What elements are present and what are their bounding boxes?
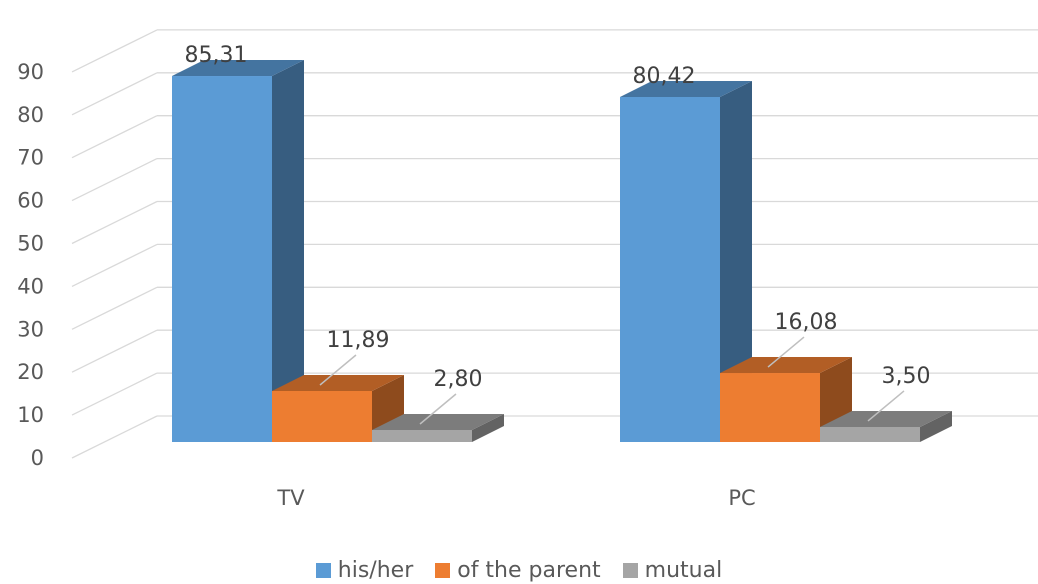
bar-pc-his-her xyxy=(620,80,752,442)
bar-tv-mutual-side xyxy=(472,413,504,442)
bar-pc-of-the-parent-top xyxy=(720,357,852,374)
gridline-depth-50 xyxy=(71,200,158,245)
bar-tv-his-her-side xyxy=(272,60,304,442)
gridline-depth-70 xyxy=(71,115,158,159)
bar-pc-his-her-top xyxy=(620,80,752,97)
bar-pc-his-her-side xyxy=(720,80,752,442)
bar-pc-of-the-parent-front xyxy=(720,373,820,442)
gridline-depth-10 xyxy=(71,372,158,416)
bar-tv-his-her-front xyxy=(172,76,272,442)
bar-tv-of-the-parent-front xyxy=(272,390,372,442)
legend-swatch-mutual xyxy=(622,562,638,578)
legend-item-of-the-parent: of the parent xyxy=(435,557,601,583)
gridline-depth-20 xyxy=(71,329,158,373)
gridline-depth-40 xyxy=(71,243,158,287)
x-category-label-pc: PC xyxy=(728,486,755,510)
bars xyxy=(172,60,952,442)
leader-line-pc-of-the-parent xyxy=(767,336,805,368)
bar-tv-his-her xyxy=(172,60,304,442)
bar-tv-mutual xyxy=(372,413,504,442)
bar-pc-his-her-front xyxy=(620,96,720,442)
gridline-depth-60 xyxy=(71,158,158,202)
data-labels: 85,31 11,89 2,80 80,42 16,08 3,50 xyxy=(185,43,931,425)
legend-item-mutual: mutual xyxy=(622,557,723,583)
data-label-pc-his-her: 80,42 xyxy=(633,64,696,89)
bar-tv-his-her-top xyxy=(172,60,304,77)
y-tick-label-60: 60 xyxy=(17,189,44,213)
bar-tv-mutual-top xyxy=(372,413,504,430)
legend-swatch-of-the-parent xyxy=(435,562,451,578)
y-tick-label-90: 90 xyxy=(17,60,44,84)
y-tick-label-70: 70 xyxy=(17,146,44,170)
legend-item-his-her: his/her xyxy=(315,557,414,583)
y-tick-label-10: 10 xyxy=(17,403,44,427)
y-tick-label-20: 20 xyxy=(17,360,44,384)
y-tick-label-0: 0 xyxy=(31,446,44,470)
gridline-depth-90 xyxy=(71,29,158,73)
y-tick-label-80: 80 xyxy=(17,103,44,127)
bar-pc-mutual-top xyxy=(820,410,952,427)
bar-pc-mutual-side xyxy=(920,410,952,442)
data-label-pc-mutual: 3,50 xyxy=(882,364,931,389)
leader-line-tv-of-the-parent xyxy=(319,354,357,386)
bar-tv-mutual-front xyxy=(372,429,472,442)
legend-swatch-his-her xyxy=(315,562,331,578)
data-label-tv-his-her: 85,31 xyxy=(185,43,248,68)
bar-tv-of-the-parent-top xyxy=(272,374,404,391)
legend-label-of-the-parent: of the parent xyxy=(457,557,601,583)
leader-line-pc-mutual xyxy=(867,390,905,422)
data-label-tv-of-the-parent: 11,89 xyxy=(327,328,390,353)
legend-label-his-her: his/her xyxy=(337,557,414,583)
gridline-depth-30 xyxy=(71,286,158,330)
data-label-pc-of-the-parent: 16,08 xyxy=(775,310,838,335)
y-tick-label-40: 40 xyxy=(17,274,44,298)
leader-line-tv-mutual xyxy=(419,393,457,425)
legend: his/her of the parent mutual xyxy=(0,556,1038,584)
y-tick-label-50: 50 xyxy=(17,232,44,256)
x-category-label-tv: TV xyxy=(276,486,305,510)
y-tick-label-30: 30 xyxy=(17,317,44,341)
bar-pc-mutual-front xyxy=(820,426,920,442)
gridline-depth-80 xyxy=(71,72,158,116)
y-axis-ticks: 0 10 20 30 40 50 60 70 80 90 xyxy=(17,60,44,470)
legend-label-mutual: mutual xyxy=(644,557,723,583)
x-axis-categories: TV PC xyxy=(276,486,755,510)
gridline-depth-0 xyxy=(71,415,158,459)
bar-pc-of-the-parent xyxy=(720,357,852,442)
data-label-tv-mutual: 2,80 xyxy=(434,367,483,392)
bar-pc-mutual xyxy=(820,410,952,442)
